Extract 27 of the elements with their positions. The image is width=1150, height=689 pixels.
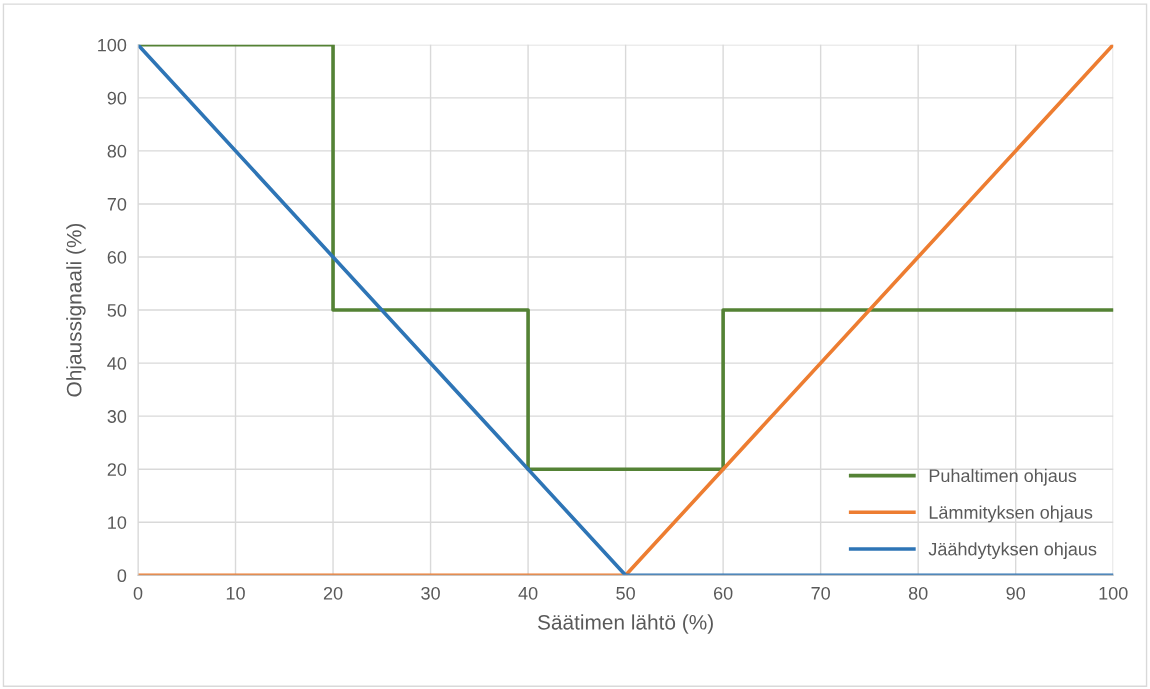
legend-label: Jäähdytyksen ohjaus (928, 542, 1097, 560)
y-tick-label: 70 (107, 197, 127, 211)
legend-label: Puhaltimen ohjaus (929, 468, 1077, 486)
y-tick-label: 100 (98, 38, 127, 52)
x-tick-label: 40 (518, 586, 538, 600)
x-tick-label: 30 (421, 586, 440, 600)
x-tick-label: 0 (133, 586, 143, 600)
x-tick-label: 10 (226, 586, 245, 600)
x-tick-label: 80 (908, 586, 928, 600)
x-axis-title: Säätimen lähtö (%) (537, 614, 713, 634)
y-tick-label: 80 (107, 144, 127, 158)
y-tick-label: 20 (107, 463, 127, 476)
y-tick-label: 60 (107, 250, 127, 264)
y-axis-title: Ohjaussignaali (%) (66, 223, 86, 397)
x-tick-label: 100 (1099, 586, 1128, 600)
y-tick-label: 50 (107, 303, 127, 317)
y-tick-label: 0 (117, 569, 127, 583)
x-tick-label: 20 (323, 586, 343, 600)
x-tick-label: 50 (616, 586, 635, 600)
y-tick-label: 40 (107, 357, 127, 370)
x-tick-label: 60 (714, 586, 733, 600)
x-tick-label: 90 (1006, 586, 1026, 600)
y-tick-label: 30 (107, 410, 127, 423)
y-tick-label: 90 (107, 91, 127, 105)
x-tick-label: 70 (811, 586, 830, 600)
legend-label: Lämmityksen ohjaus (929, 505, 1093, 523)
y-tick-label: 10 (108, 516, 127, 529)
